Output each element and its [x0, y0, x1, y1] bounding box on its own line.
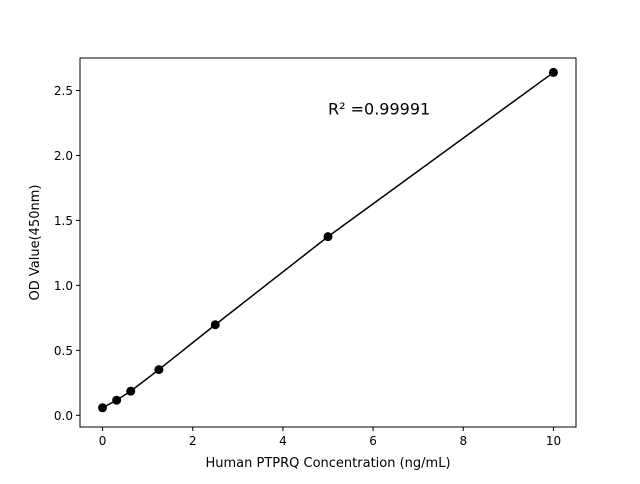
- data-point: [98, 403, 108, 413]
- x-axis-label: Human PTPRQ Concentration (ng/mL): [205, 456, 450, 471]
- data-point: [323, 232, 333, 242]
- y-axis-label: OD Value(450nm): [28, 185, 43, 301]
- data-point: [154, 365, 164, 375]
- y-tick-label: 1.0: [54, 279, 73, 293]
- data-point: [548, 67, 558, 77]
- y-tick-label: 0.0: [54, 409, 73, 423]
- y-axis: 0.0 0.5 1.0 1.5 2.0 2.5: [54, 84, 80, 423]
- data-point: [210, 320, 220, 330]
- series-layer: [98, 67, 558, 413]
- y-tick-label: 2.5: [54, 84, 73, 98]
- x-tick-label: 10: [546, 434, 561, 448]
- x-axis: 0 2 4 6 8 10: [99, 427, 561, 448]
- r-squared-annotation: R² =0.99991: [328, 100, 430, 119]
- x-tick-label: 4: [279, 434, 287, 448]
- x-tick-label: 6: [369, 434, 377, 448]
- x-tick-label: 0: [99, 434, 107, 448]
- data-point: [126, 386, 136, 396]
- y-tick-label: 0.5: [54, 344, 73, 358]
- x-tick-label: 2: [189, 434, 197, 448]
- plot-area: [79, 57, 577, 428]
- data-point: [112, 395, 122, 405]
- y-tick-label: 2.0: [54, 149, 73, 163]
- x-tick-label: 8: [459, 434, 467, 448]
- y-tick-label: 1.5: [54, 214, 73, 228]
